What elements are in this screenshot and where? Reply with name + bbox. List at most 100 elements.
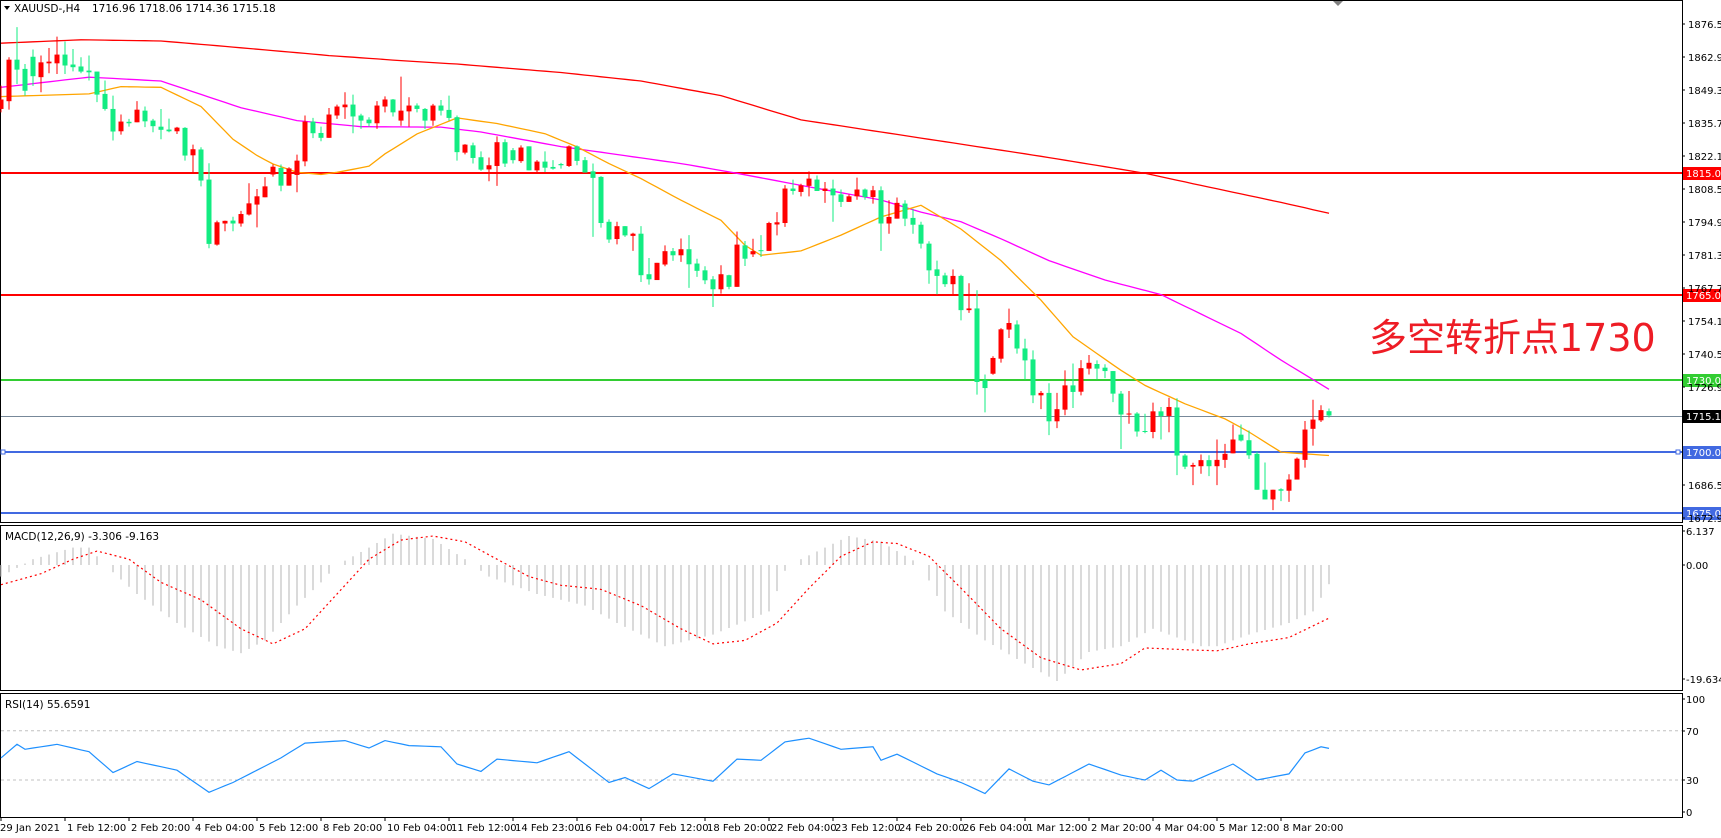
macd-panel	[0, 533, 1330, 681]
candle-body	[662, 251, 668, 265]
candle-body	[446, 109, 452, 118]
time-label: 16 Feb 04:00	[579, 823, 645, 834]
candle	[1126, 390, 1132, 424]
candle	[662, 245, 668, 267]
candle-body	[1294, 458, 1300, 480]
candle-body	[510, 150, 516, 161]
candle-body	[1102, 367, 1108, 372]
candle	[582, 156, 588, 173]
candle-body	[1086, 362, 1092, 369]
candle	[710, 276, 716, 307]
price-tick-label: 1822.10	[1688, 152, 1721, 163]
macd-tick-label: 0.00	[1686, 561, 1708, 572]
time-label: 1 Feb 12:00	[67, 823, 126, 834]
candle-body	[734, 244, 740, 287]
candle	[1214, 439, 1220, 486]
candle	[854, 177, 860, 200]
candle-body	[542, 161, 548, 168]
candle-body	[798, 185, 804, 192]
level-tag	[1683, 374, 1721, 387]
candle-body	[894, 202, 900, 219]
candle-body	[1286, 479, 1292, 491]
candle	[910, 208, 916, 234]
candle	[1030, 350, 1036, 404]
candle	[1198, 454, 1204, 474]
line-handle[interactable]	[0, 449, 6, 455]
price-tick-label: 1672.90	[1688, 514, 1721, 525]
candle	[542, 151, 548, 173]
candle-body	[1014, 324, 1020, 349]
candle	[494, 136, 500, 186]
candle-body	[126, 121, 132, 124]
candle-body	[318, 132, 324, 138]
candle	[558, 162, 564, 169]
candle-body	[1006, 323, 1012, 330]
candle	[646, 257, 652, 285]
dropdown-triangle-icon[interactable]	[4, 6, 10, 10]
chart-shift-marker-icon[interactable]	[1333, 1, 1343, 6]
candle	[1086, 355, 1092, 375]
candle	[726, 274, 732, 290]
candle-body	[182, 127, 188, 156]
candle-body	[1254, 453, 1260, 490]
candle	[598, 176, 604, 228]
candle	[718, 265, 724, 294]
candle	[22, 64, 28, 96]
candle	[246, 183, 252, 216]
candle	[406, 97, 412, 127]
candle	[606, 219, 612, 243]
rsi-tick-label: 100	[1686, 695, 1705, 706]
candle-body	[814, 179, 820, 191]
candle	[230, 216, 236, 232]
candle	[294, 154, 300, 193]
candle-body	[294, 160, 300, 175]
candle	[830, 179, 836, 222]
candle	[470, 142, 476, 164]
time-label: 24 Feb 20:00	[899, 823, 965, 834]
candle-body	[934, 269, 940, 276]
candle-body	[86, 70, 92, 73]
candle-body	[118, 121, 124, 132]
candle-body	[590, 171, 596, 178]
candle-body	[630, 233, 636, 236]
candle-body	[1062, 385, 1068, 410]
candle	[414, 103, 420, 113]
line-handle[interactable]	[1675, 449, 1681, 455]
candle	[1078, 360, 1084, 396]
candle	[1046, 383, 1052, 436]
candle-body	[366, 119, 372, 124]
main-panel-frame	[0, 0, 1683, 523]
time-label: 8 Feb 20:00	[323, 823, 382, 834]
candle-body	[134, 109, 140, 123]
candle	[686, 235, 692, 288]
candle-body	[654, 262, 660, 281]
candle	[62, 41, 68, 74]
candle-body	[14, 59, 20, 70]
candle-body	[990, 357, 996, 374]
candle	[310, 117, 316, 139]
candle	[822, 181, 828, 203]
horizontal-levels[interactable]: 1815.00 1765.00 1730.00 1700.00 1675.00 1715.…	[0, 167, 1721, 520]
candle-body	[846, 196, 852, 202]
candle	[1062, 370, 1068, 416]
level-tag-label: 1765.00	[1686, 291, 1721, 302]
price-tick-label: 1726.90	[1688, 383, 1721, 394]
candle	[206, 163, 212, 249]
candle	[1182, 453, 1188, 470]
candle	[518, 145, 524, 163]
moving-averages	[0, 39, 1330, 457]
candle	[614, 221, 620, 245]
candle-body	[238, 214, 244, 224]
candle	[974, 290, 980, 395]
candle-body	[0, 99, 4, 109]
level-tag	[1683, 167, 1721, 180]
candle	[262, 177, 268, 198]
candle	[1054, 392, 1060, 429]
candle-body	[1046, 392, 1052, 422]
time-label: 11 Feb 12:00	[451, 823, 517, 834]
candle-body	[606, 221, 612, 240]
candle-body	[1214, 459, 1220, 467]
candle	[1174, 398, 1180, 476]
candle	[1318, 405, 1324, 423]
